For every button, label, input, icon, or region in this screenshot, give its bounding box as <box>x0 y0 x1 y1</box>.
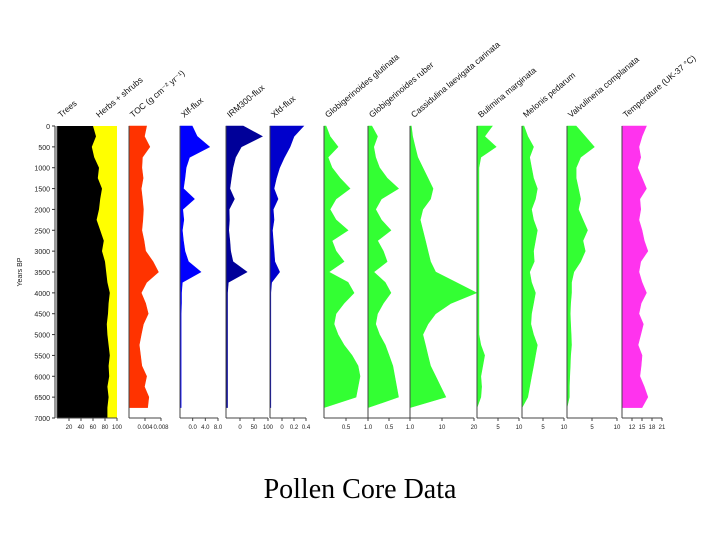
x-tick-label: 0 <box>238 425 242 431</box>
x-tick-label: 100 <box>263 425 274 431</box>
x-tick-label: 0 <box>280 425 284 431</box>
x-tick-label: 1.0 <box>406 425 415 431</box>
y-tick-label: 2000 <box>34 207 50 214</box>
panel-label: Trees <box>56 98 79 119</box>
y-axis-label: Years BP <box>17 257 24 286</box>
y-axis: 0 500 1000 1500 2000 2500 3000 3500 4000 4500 5000… <box>17 124 56 423</box>
x-tick-label: 10 <box>561 425 568 431</box>
x-tick-label: 80 <box>102 425 109 431</box>
panel-label: Xfd-flux <box>269 93 298 120</box>
panel-label: Xlf-flux <box>179 95 206 120</box>
x-tick-label: 0.004 <box>137 425 153 431</box>
series-area-b-marginata <box>476 125 497 408</box>
series-area-m-pedarum <box>521 125 538 408</box>
series-area-xfd-flux <box>269 125 305 408</box>
chart-caption: Pollen Core Data <box>263 474 457 505</box>
panel-xlf-flux: 0.0 4.0 8.0 Xlf-flux <box>179 95 223 431</box>
x-tick-label: 18 <box>649 425 656 431</box>
y-tick-label: 0 <box>46 124 50 131</box>
series-area-irm300-flux <box>225 125 263 408</box>
series-area-g-glutinata <box>323 125 361 409</box>
x-tick-label: 0.4 <box>302 425 311 431</box>
series-area-v-complanata <box>566 125 595 408</box>
panel-label: IRM300-flux <box>225 82 267 120</box>
panel-irm300-flux: 0 50 100 IRM300-flux <box>225 82 274 431</box>
x-tick-label: 20 <box>66 425 73 431</box>
y-tick-label: 7000 <box>34 416 50 423</box>
x-tick-label: 50 <box>251 425 258 431</box>
panel-label: Globigerinoides glutinata <box>323 52 401 120</box>
x-tick-label: 5 <box>496 425 500 431</box>
y-tick-label: 6500 <box>34 395 50 402</box>
y-tick-label: 3500 <box>34 270 50 277</box>
series-area-g-ruber <box>367 125 399 409</box>
x-tick-label: 10 <box>614 425 621 431</box>
x-tick-label: 0.5 <box>385 425 394 431</box>
x-tick-label: 20 <box>471 425 478 431</box>
x-tick-label: 0.5 <box>342 425 351 431</box>
y-tick-label: 2500 <box>34 228 50 235</box>
x-tick-label: 0.008 <box>153 425 169 431</box>
panel-xfd-flux: 0 0.2 0.4 Xfd-flux <box>269 93 311 431</box>
y-tick-label: 5500 <box>34 353 50 360</box>
x-tick-label: 60 <box>90 425 97 431</box>
x-tick-label: 40 <box>78 425 85 431</box>
x-tick-label: 1.0 <box>364 425 373 431</box>
trees-area <box>57 126 110 418</box>
x-tick-label: 21 <box>659 425 666 431</box>
series-area-xlf-flux <box>179 125 211 408</box>
y-tick-label: 6000 <box>34 374 50 381</box>
x-tick-label: 8.0 <box>214 425 223 431</box>
y-tick-label: 500 <box>38 145 50 152</box>
x-tick-label: 100 <box>112 425 123 431</box>
y-tick-label: 1500 <box>34 187 50 194</box>
x-tick-label: 5 <box>590 425 594 431</box>
x-tick-label: 5 <box>541 425 545 431</box>
y-tick-label: 4500 <box>34 312 50 319</box>
x-tick-label: 10 <box>439 425 446 431</box>
y-tick-label: 4000 <box>34 291 50 298</box>
x-tick-label: 4.0 <box>201 425 210 431</box>
y-tick-label: 1000 <box>34 166 50 173</box>
series-area-c-laevigata <box>409 125 478 409</box>
x-tick-label: 12 <box>629 425 636 431</box>
y-tick-label: 5000 <box>34 333 50 340</box>
y-tick-label: 3000 <box>34 249 50 256</box>
series-area-toc <box>128 125 159 408</box>
series-area-temperature <box>621 125 649 408</box>
x-tick-label: 0.0 <box>188 425 197 431</box>
x-tick-label: 15 <box>639 425 646 431</box>
x-tick-label: 0.2 <box>290 425 299 431</box>
x-tick-label: 10 <box>516 425 523 431</box>
